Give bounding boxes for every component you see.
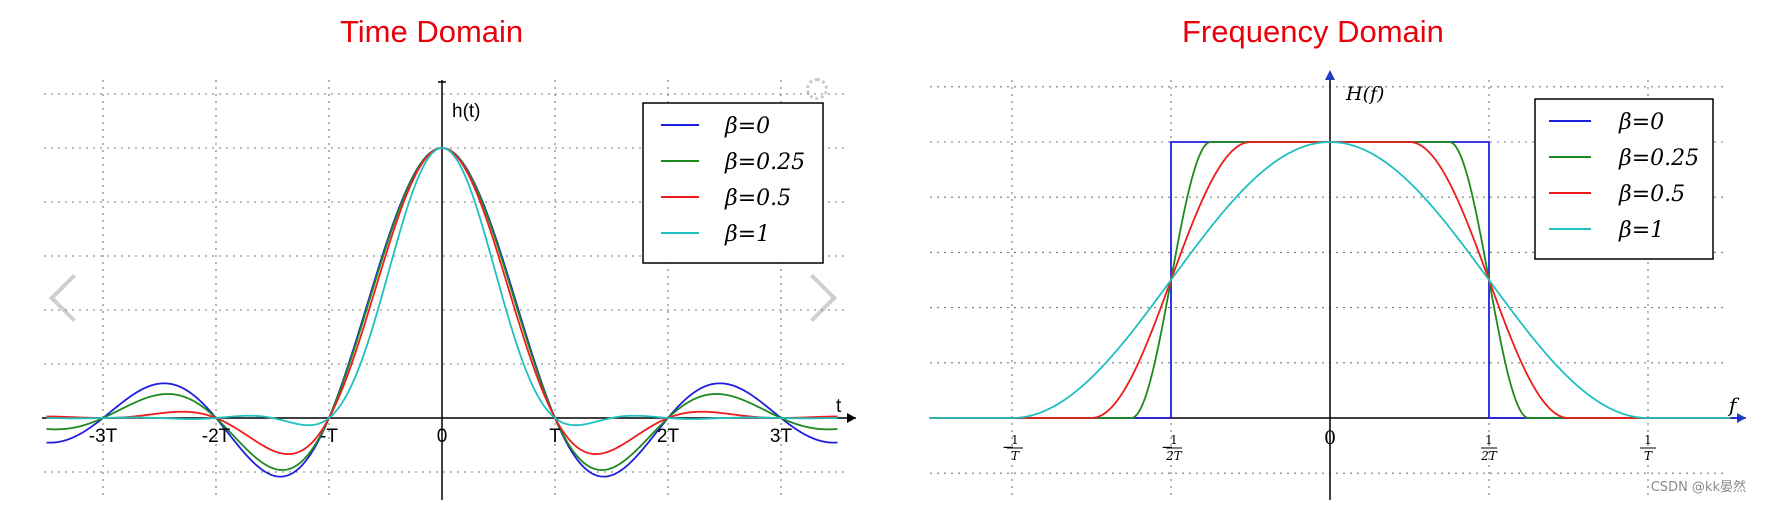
legend-label: β=0.25 <box>1618 146 1699 171</box>
x-axis-label: f <box>1727 393 1740 417</box>
x-axis-arrow <box>847 413 856 423</box>
legend-label: β=1 <box>724 222 770 247</box>
series-line-beta-1 <box>929 141 1731 419</box>
y-axis-label: h(t) <box>452 101 481 122</box>
series-line-beta-1 <box>46 147 838 427</box>
legend-label: β=0.5 <box>724 186 791 211</box>
time-domain-title: Time Domain <box>340 14 524 49</box>
legend-label: β=0.25 <box>724 150 805 175</box>
frequency-domain-title: Frequency Domain <box>1182 14 1444 49</box>
x-tick-label: 2T <box>1165 449 1183 463</box>
watermark: CSDN @kk晏然 <box>1650 480 1746 495</box>
y-axis-arrow <box>1325 70 1335 80</box>
x-tick-label: 1 <box>1170 433 1178 447</box>
x-tick-label: -T <box>320 426 338 447</box>
x-tick-label: 2T <box>657 426 680 447</box>
x-tick-label: T <box>549 426 561 447</box>
y-axis-label: H(f) <box>1345 83 1384 105</box>
gear-icon[interactable] <box>806 78 828 100</box>
legend-label: β=0.5 <box>1618 182 1685 207</box>
frequency-domain-chart <box>929 70 1746 500</box>
x-tick-label: -3T <box>89 426 118 447</box>
legend-label: β=0 <box>724 114 770 139</box>
x-tick-label: T <box>1644 449 1653 463</box>
x-tick-label: 1 <box>1011 433 1019 447</box>
x-tick-label: 0 <box>1324 427 1336 449</box>
x-tick-label: -2T <box>202 426 231 447</box>
time-domain-chart <box>42 80 856 500</box>
legend-label: β=0 <box>1618 110 1664 135</box>
x-tick-label: − <box>1002 438 1015 456</box>
x-axis-arrow <box>1737 413 1746 423</box>
x-tick-label: 2T <box>1480 449 1498 463</box>
x-tick-label: 1 <box>1485 433 1493 447</box>
x-tick-label: 3T <box>770 426 793 447</box>
legend-box <box>1534 98 1714 260</box>
legend-box <box>642 102 824 264</box>
x-axis-label: t <box>836 396 842 417</box>
x-tick-label: − <box>1161 438 1174 456</box>
x-tick-label: 0 <box>437 426 448 447</box>
x-tick-label: 1 <box>1644 433 1652 447</box>
x-tick-label: T <box>1011 449 1020 463</box>
legend-label: β=1 <box>1618 218 1664 243</box>
